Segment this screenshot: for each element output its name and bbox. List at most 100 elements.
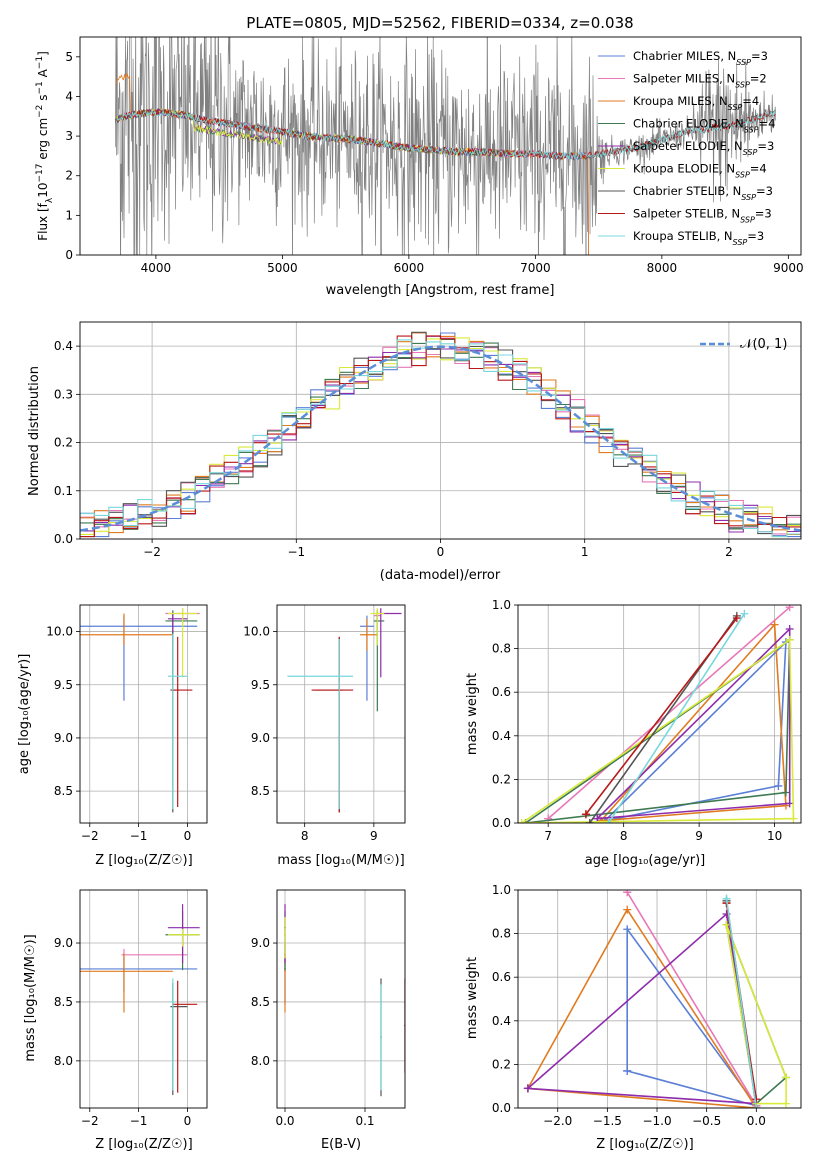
legend-label-kroupa-elodie: Kroupa ELODIE, NSSP=4: [633, 162, 767, 180]
spectrum-x-tick-label: 8000: [647, 261, 678, 275]
mass_weight_vs_Z-y-tick-label: 0.2: [492, 1057, 511, 1071]
mass-weight-vs-age-y-axis-label: mass weight: [465, 673, 480, 755]
data-point-kroupa-elodie: [284, 933, 286, 936]
age_vs_Z-y-tick-label: 9.5: [54, 678, 73, 692]
series-line-salpeter-miles: [547, 606, 791, 820]
mass_weight_vs_Z-y-tick-label: 0.4: [492, 1014, 511, 1028]
mass-weight-vs-metallicity-plot-area: −2.0 −1.5 −1.0 −0.5 0.0 0.0 0.2 0.4 0.6 0.8 1.0: [492, 883, 802, 1128]
series-marker-kroupa-elodie: [785, 635, 794, 644]
residuals-x-tick-label: −2: [143, 545, 161, 559]
age-vs-metallicity-plot-area: −2 −1 0 8.5 9.0 9.5 10.0: [46, 604, 208, 843]
data-point-salpeter-stelib: [176, 1003, 179, 1006]
data-point-kroupa-stelib: [338, 675, 341, 678]
age_vs_Z-x-tick-label: −2: [81, 829, 99, 843]
mass-weight-vs-metallicity-y-axis-label: mass weight: [465, 957, 480, 1039]
residuals-x-tick-label: 1: [581, 545, 589, 559]
age_vs_Z-x-tick-label: 0: [184, 829, 192, 843]
series-marker-chabrier-miles: [623, 1066, 632, 1075]
legend-label-value: =3: [755, 207, 772, 221]
age_vs_Z-axes-frame: [79, 604, 208, 824]
data-point-kroupa-elodie: [181, 612, 184, 615]
series-marker-salpeter-miles: [544, 814, 553, 823]
data-point-kroupa-miles: [366, 633, 368, 636]
series-line-chabrier-miles: [604, 640, 787, 822]
ylabel-sup: −2: [35, 105, 45, 118]
mass_weight_vs_age-x-tick-label: 10: [767, 829, 782, 843]
spectrum-y-tick-label: 2: [65, 169, 73, 183]
ylabel-part: erg cm: [36, 118, 50, 164]
legend-label-sub: SSP: [744, 125, 759, 134]
ylabel-sup: −17: [35, 164, 45, 183]
series-marker-kroupa-elodie: [782, 1073, 791, 1082]
mass_weight_vs_age-y-tick-label: 1.0: [492, 598, 511, 612]
series-marker-kroupa-elodie: [789, 814, 798, 823]
age-vs-metallicity-y-axis-label: age [log₁₀(age/yr)]: [17, 654, 32, 775]
mass_weight_vs_age-y-tick-label: 0.0: [492, 816, 511, 830]
legend-label-text: Salpeter ELODIE, N: [633, 139, 743, 153]
spectrum-x-tick-label: 4000: [141, 261, 172, 275]
age_vs_mass-x-tick-label: 8: [301, 829, 309, 843]
mass_vs_ebv-axes-frame: [276, 889, 406, 1109]
age_vs_mass-y-tick-label: 9.5: [251, 678, 270, 692]
mass_vs_ebv-y-tick-label: 9.0: [251, 936, 270, 950]
series-marker-salpeter-miles: [623, 890, 632, 897]
legend-label-text: Salpeter MILES, N: [633, 72, 735, 86]
legend-label-sub: SSP: [743, 148, 758, 157]
residuals-y-tick-label: 0.0: [54, 532, 73, 546]
legend-label-salpeter-miles: Salpeter MILES, NSSP=2: [633, 72, 767, 90]
mass_vs_ebv-marks: [284, 904, 405, 1097]
legend-label-sub: SSP: [741, 193, 756, 202]
mass_weight_vs_Z-y-tick-label: 0.6: [492, 970, 511, 984]
series-marker-kroupa-stelib: [604, 819, 613, 823]
residuals-curves: [80, 331, 801, 538]
series-marker-salpeter-stelib: [752, 1095, 761, 1104]
spectrum-x-tick-label: 9000: [773, 261, 804, 275]
mass_vs_Z-marks: [80, 904, 200, 1096]
series-line-salpeter-stelib: [585, 617, 738, 815]
spectrum-curves: [115, 37, 777, 255]
mass_vs_ebv-y-tick-label: 8.5: [251, 995, 270, 1009]
mass_weight_vs_Z-y-tick-label: 0.0: [492, 1101, 511, 1115]
mass_vs_Z-x-tick-label: −2: [81, 1114, 99, 1128]
mass_vs_Z-y-tick-label: 9.0: [54, 936, 73, 950]
legend-label-sub: SSP: [728, 103, 743, 112]
series-line-kroupa-miles: [600, 622, 787, 822]
mass_weight_vs_age-marks: [518, 605, 798, 823]
data-point-kroupa-stelib: [171, 1001, 174, 1003]
normal-legend-label: 𝒩(0, 1): [740, 337, 787, 352]
series-line-kroupa-stelib: [607, 613, 746, 823]
residuals-panel: −2 −1 0 1 2 0.0 0.1 0.2 0.3 0.4 (data-model)/erro…: [27, 321, 802, 583]
series-marker-chabrier-miles: [623, 925, 632, 934]
age-vs-metallicity-panel: −2 −1 0 8.5 9.0 9.5 10.0 Z [log₁₀(Z/Z☉)] age […: [17, 604, 208, 868]
mass_vs_ebv-x-tick-label: 0.1: [355, 1114, 374, 1128]
series-marker-chabrier-elodie: [781, 788, 790, 797]
age-vs-mass-plot-area: 8 9 8.5 9.0 9.5 10.0: [243, 604, 406, 843]
legend-label-value: =3: [747, 229, 764, 243]
series-marker-kroupa-stelib: [722, 894, 731, 903]
legend-label-text: Chabrier MILES, N: [633, 49, 736, 63]
ylabel-part: Flux [f: [36, 202, 50, 240]
normal-distribution-curve: [80, 345, 801, 532]
mass-vs-metallicity-panel: −2 −1 0 8.0 8.5 9.0 Z [log₁₀(Z/Z☉)] mass [log…: [23, 889, 208, 1152]
series-marker-kroupa-stelib: [740, 609, 749, 618]
mass_weight_vs_Z-x-tick-label: 0.0: [747, 1114, 766, 1128]
spectrum-x-tick-label: 7000: [520, 261, 551, 275]
spectrum-y-axis-label: Flux [fλ10−17 erg cm−2 s−1 A−1]: [35, 51, 55, 241]
series-marker-salpeter-elodie: [785, 624, 794, 633]
age-vs-mass-panel: 8 9 8.5 9.0 9.5 10.0 mass [log₁₀(M/M☉)]: [243, 604, 406, 868]
series-line-chabrier-miles: [626, 926, 759, 1108]
series-marker-salpeter-elodie: [785, 799, 794, 808]
series-marker-chabrier-miles: [774, 781, 783, 790]
residuals-y-tick-label: 0.2: [54, 436, 73, 450]
legend-label-kroupa-stelib: Kroupa STELIB, NSSP=3: [633, 229, 764, 247]
data-point-kroupa-stelib: [171, 675, 174, 678]
legend-label-salpeter-stelib: Salpeter STELIB, NSSP=3: [633, 207, 772, 225]
data-point-salpeter-elodie: [181, 926, 184, 929]
residuals-legend: 𝒩(0, 1): [700, 337, 787, 352]
mass_weight_vs_Z-marks: [523, 890, 791, 1108]
age_vs_Z-y-tick-label: 10.0: [46, 625, 73, 639]
series-marker-salpeter-stelib: [732, 614, 741, 623]
spectrum-x-tick-label: 5000: [267, 261, 298, 275]
legend-label-value: =4: [759, 117, 776, 131]
